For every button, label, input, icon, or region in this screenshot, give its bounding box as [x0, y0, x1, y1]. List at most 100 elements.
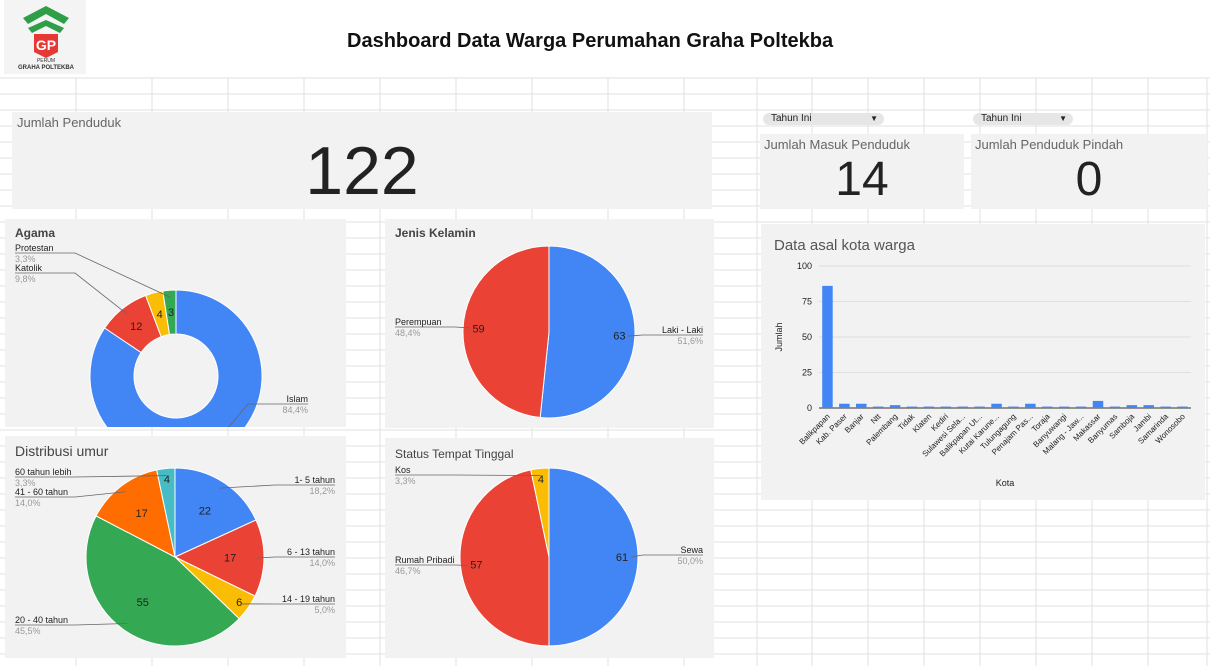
pie-slice [539, 245, 636, 419]
x-tick-label: Klaten [911, 412, 933, 434]
slice-value-label: 17 [136, 508, 148, 520]
y-tick-label: 100 [797, 261, 812, 271]
slice-percent-label: 3,3% [15, 478, 36, 488]
slice-name-label: 14 - 19 tahun [282, 594, 335, 604]
slice-value-label: 12 [130, 321, 142, 333]
masuk-period-value: Tahun Ini [771, 113, 812, 124]
slice-percent-label: 5,0% [314, 605, 335, 615]
page-title: Dashboard Data Warga Perumahan Graha Pol… [347, 30, 834, 52]
logo-icon: GP PERUM GRAHA POLTEKBA [18, 6, 75, 71]
pindah-label: Jumlah Penduduk Pindah [975, 137, 1124, 152]
bar [1092, 400, 1104, 408]
pie-slice [162, 289, 177, 336]
pie-slice [85, 515, 240, 647]
leader-line [15, 491, 126, 498]
pindah-value: 0 [1075, 153, 1103, 206]
bar [923, 406, 935, 408]
slice-value-label: 61 [616, 552, 628, 564]
pie-slice [459, 469, 550, 647]
slice-percent-label: 50,0% [677, 556, 703, 566]
kelamin-chart-card: Jenis Kelamin 63 Laki - Laki 51,6% 59 Perempu… [385, 219, 714, 428]
slice-name-label: Kos [395, 465, 411, 475]
slice-value-label: 57 [470, 560, 482, 572]
y-tick-label: 50 [802, 332, 812, 342]
bar [872, 406, 884, 408]
total-label: Jumlah Penduduk [17, 115, 122, 130]
leader-line [395, 326, 471, 329]
bar [1025, 403, 1036, 408]
slice-value-label: 6 [236, 597, 242, 609]
tinggal-chart-card: Status Tempat Tinggal 61 Sewa 50,0% 57 Rumah … [385, 438, 714, 658]
slice-name-label: Sewa [680, 545, 703, 555]
chart-title: Distribusi umur [15, 443, 109, 459]
slice-value-label: 22 [199, 506, 211, 518]
slice-name-label: 6 - 13 tahun [287, 547, 335, 557]
masuk-period-dropdown[interactable]: Tahun Ini ▼ [763, 113, 884, 125]
chart-title: Data asal kota warga [774, 237, 916, 254]
leader-line [627, 334, 703, 337]
bar [1042, 406, 1053, 408]
leader-line [395, 474, 541, 476]
bar [889, 405, 901, 408]
bar [822, 285, 833, 408]
logo: GP PERUM GRAHA POLTEKBA [4, 0, 86, 74]
slice-percent-label: 14,0% [309, 558, 335, 568]
agama-chart: Agama103Islam84,4%12Katolik9,8%43Protest… [15, 226, 308, 463]
slice-name-label: Katolik [15, 263, 43, 273]
total-card: Jumlah Penduduk 122 [12, 112, 712, 209]
chart-title: Status Tempat Tinggal [395, 447, 514, 461]
y-tick-label: 0 [807, 403, 812, 413]
slice-name-label: Rumah Pribadi [395, 555, 455, 565]
slice-percent-label: 84,4% [282, 405, 308, 415]
slice-name-label: Laki - Laki [662, 325, 703, 335]
slice-value-label: 55 [137, 597, 149, 609]
slice-value-label: 17 [224, 553, 236, 565]
leader-line [15, 272, 128, 315]
slice-value-label: 4 [538, 474, 544, 486]
leader-line [15, 252, 171, 298]
pie-slice [174, 467, 257, 558]
kota-chart-card: Data asal kota warga 0 25 50 75 100 Jumlah Bali… [761, 224, 1205, 500]
bar [991, 403, 1002, 408]
leader-line [15, 623, 128, 626]
bar [906, 406, 918, 408]
pie-slice [156, 467, 176, 558]
slice-name-label: 20 - 40 tahun [15, 615, 68, 625]
chart-title: Agama [15, 226, 55, 240]
slice-percent-label: 46,7% [395, 566, 421, 576]
slice-value-label: 4 [164, 474, 170, 486]
pindah-period-value: Tahun Ini [981, 113, 1022, 124]
bar [1008, 406, 1019, 408]
chevron-down-icon: ▼ [870, 114, 878, 123]
bar [1075, 406, 1087, 408]
umur-chart-card: Distribusi umur 22 1- 5 tahun 18,2% 17 6 - 13… [5, 436, 346, 658]
masuk-label: Jumlah Masuk Penduduk [764, 137, 910, 152]
pindah-period-dropdown[interactable]: Tahun Ini ▼ [973, 113, 1073, 125]
slice-value-label: 63 [613, 331, 625, 343]
logo-line2: GRAHA POLTEKBA [18, 65, 75, 71]
masuk-value: 14 [835, 153, 889, 206]
logo-letters: GP [36, 37, 56, 53]
bar [856, 403, 867, 408]
pie-slice [173, 519, 265, 597]
x-axis-label: Kota [996, 478, 1015, 488]
bar [1143, 405, 1154, 408]
bar [974, 406, 985, 408]
y-axis-label: Jumlah [774, 322, 784, 351]
pindah-card: Jumlah Penduduk Pindah 0 [971, 134, 1207, 209]
kota-chart: Data asal kota warga0255075100JumlahBali… [774, 237, 1191, 488]
slice-value-label: 4 [157, 309, 163, 321]
slice-name-label: 1- 5 tahun [294, 475, 335, 485]
slice-percent-label: 45,5% [15, 626, 41, 636]
slice-percent-label: 9,8% [15, 274, 36, 284]
slice-percent-label: 18,2% [309, 486, 335, 496]
bar [957, 406, 968, 408]
logo-line1: PERUM [37, 58, 55, 64]
x-tick-label: Banjar [843, 412, 866, 435]
chart-title: Jenis Kelamin [395, 226, 476, 240]
y-tick-label: 25 [802, 368, 812, 378]
agama-chart-card: Agama103Islam84,4%12Katolik9,8%43Protest… [5, 219, 346, 463]
